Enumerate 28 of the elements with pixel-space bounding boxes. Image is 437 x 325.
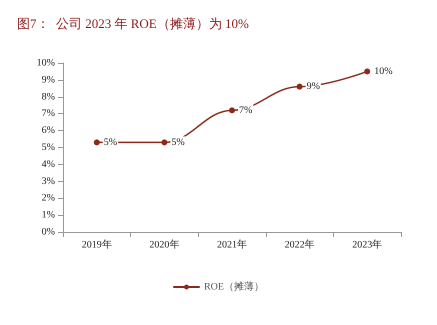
data-label: 9%	[306, 81, 320, 92]
legend-label: ROE（摊薄）	[204, 280, 264, 292]
y-tick-label: 6%	[42, 125, 55, 136]
data-label: 7%	[239, 104, 252, 116]
x-tick-label: 2022年	[284, 238, 315, 250]
y-tick-label: 3%	[42, 176, 55, 187]
y-tick-label: 9%	[42, 74, 55, 86]
point	[161, 139, 168, 146]
point	[296, 84, 303, 90]
y-tick-label: 4%	[42, 158, 55, 170]
y-tick-label: 1%	[42, 210, 55, 221]
data-label: 5%	[171, 136, 185, 148]
x-tick-label: 2020年	[149, 238, 180, 250]
x-tick-label: 2019年	[82, 238, 112, 250]
y-tick-label: 2%	[42, 192, 55, 204]
point	[364, 68, 370, 74]
y-tick-label: 5%	[42, 142, 55, 153]
x-tick-label: 2021年	[217, 238, 247, 250]
data-label: 10%	[374, 66, 393, 77]
y-tick-label: 8%	[42, 91, 55, 102]
point	[229, 107, 235, 114]
data-label: 5%	[104, 136, 118, 148]
y-tick-label: 7%	[42, 108, 55, 120]
point	[94, 139, 100, 146]
chart-title: 图7： 公司 2023 年 ROE（摊薄）为 10%	[17, 16, 249, 31]
y-tick-label: 0%	[42, 226, 55, 238]
y-tick-label: 10%	[36, 58, 55, 68]
x-tick-label: 2023年	[352, 238, 382, 250]
